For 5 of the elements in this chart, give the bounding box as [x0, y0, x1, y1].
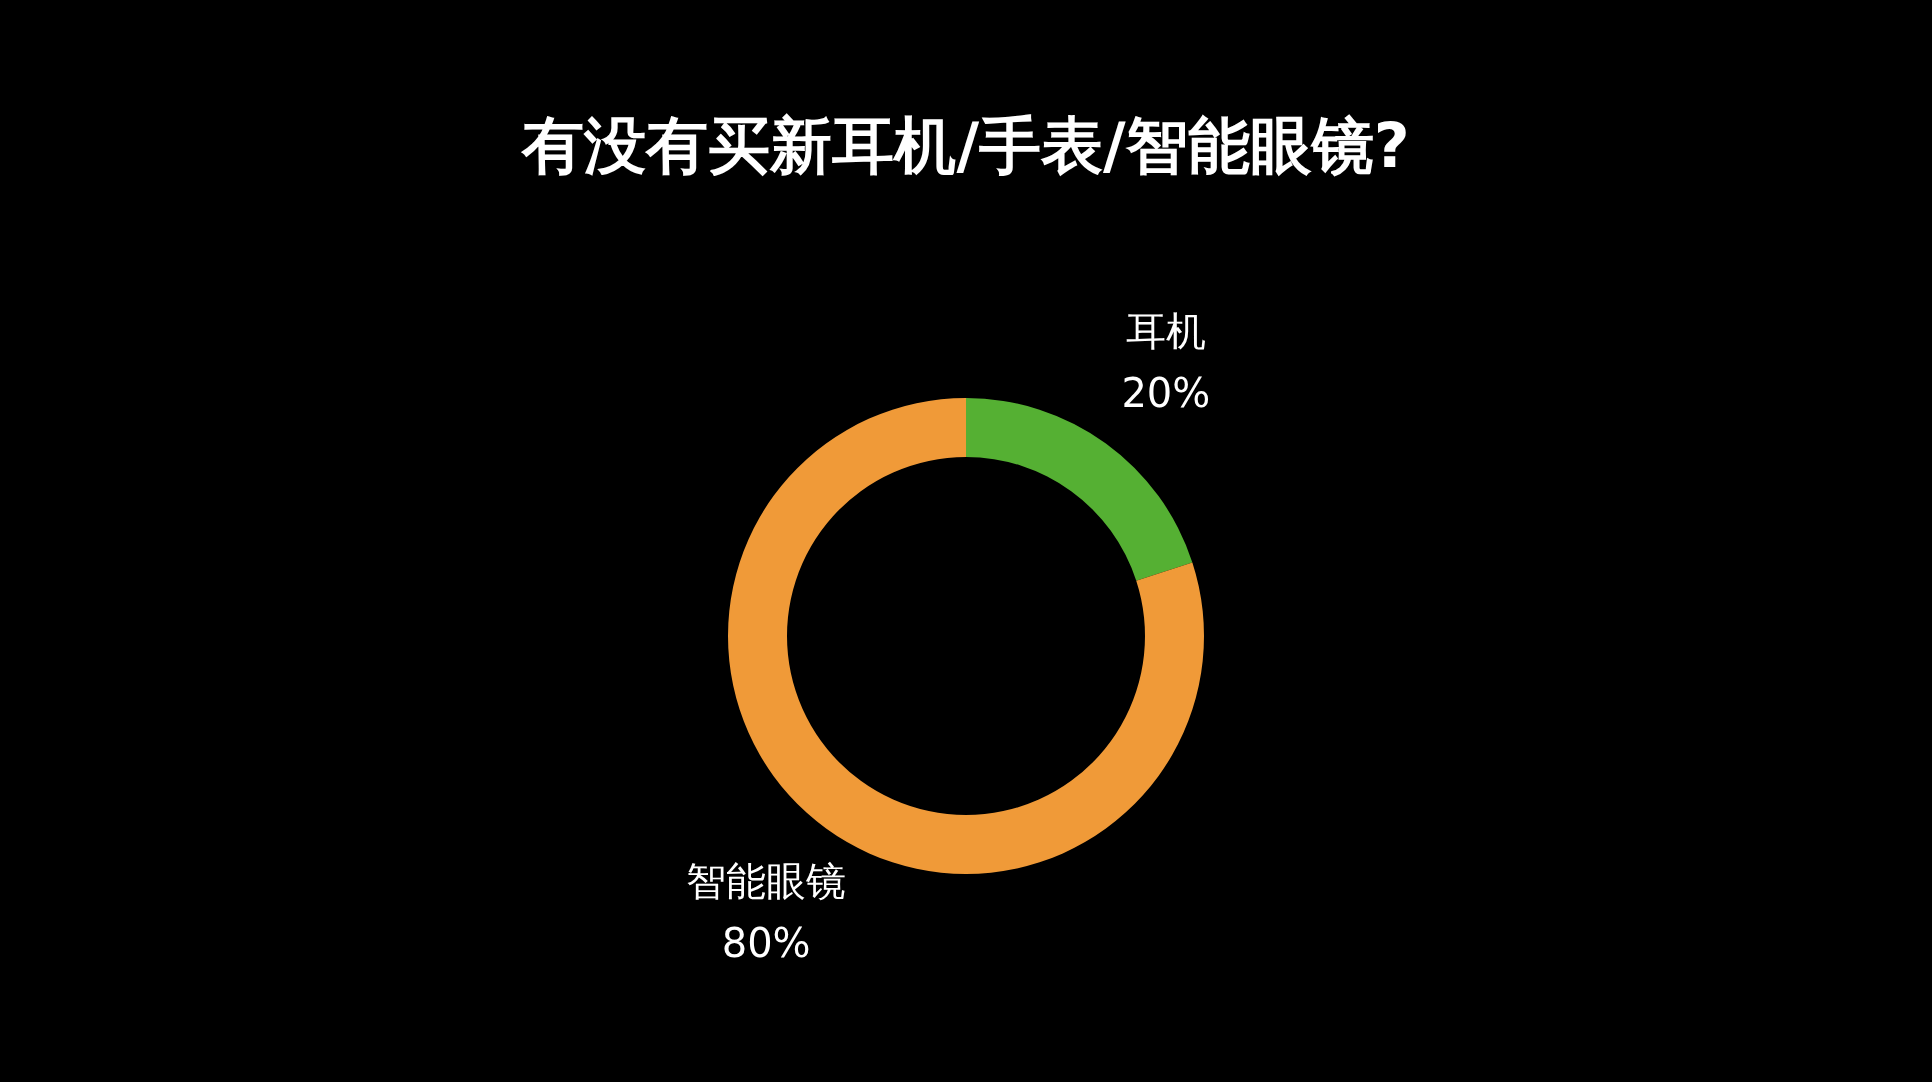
slice-label: 智能眼镜 — [686, 858, 847, 905]
slice-label: 耳机 — [1125, 307, 1206, 354]
data-label: 80% — [721, 920, 811, 967]
data-label: 20% — [1121, 369, 1211, 416]
chart-title: 有没有买新耳机/手表/智能眼镜? — [520, 109, 1410, 182]
